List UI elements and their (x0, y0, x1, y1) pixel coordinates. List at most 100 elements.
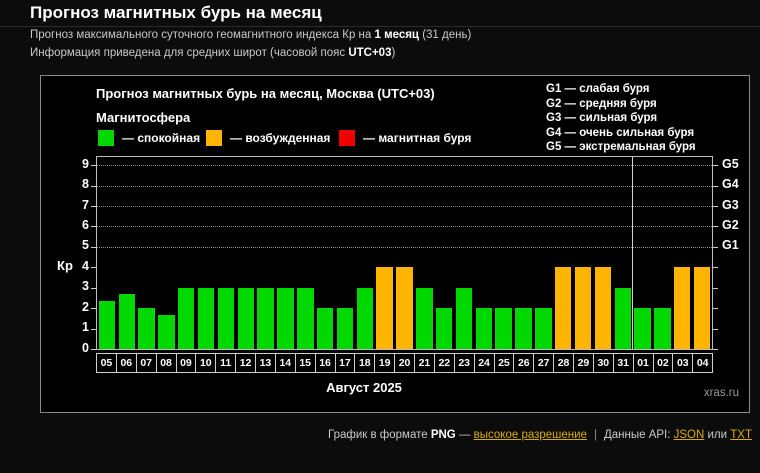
kp-bar (277, 287, 294, 349)
day-cell: 28 (553, 353, 574, 373)
kp-bar (197, 287, 215, 349)
gridline (97, 185, 712, 187)
day-cell: 24 (473, 353, 495, 373)
axis-tick (713, 328, 718, 330)
footer-text-bold: PNG (430, 429, 456, 441)
day-cell: 10 (195, 353, 217, 373)
kp-bar (693, 267, 711, 349)
kp-bar (316, 308, 334, 349)
y-tick-label: 9 (82, 156, 89, 171)
page-header: Прогноз магнитных бурь на месяц (0, 0, 760, 27)
day-cell: 29 (573, 353, 594, 373)
watermark: xras.ru (703, 387, 739, 399)
axis-tick (91, 328, 96, 330)
kp-bar (217, 287, 235, 349)
y-tick-label: 2 (82, 299, 89, 314)
legend-item: — спокойная (98, 130, 200, 146)
y-tick-label: 6 (82, 217, 89, 232)
kp-bar (297, 287, 314, 349)
footer-text: или (704, 429, 731, 441)
legend-color-swatch (98, 130, 114, 146)
kp-bar (554, 267, 572, 349)
kp-bar (237, 287, 254, 349)
subtitle-text: ) (391, 47, 396, 59)
chart-title: Прогноз магнитных бурь на месяц, Москва … (96, 86, 435, 101)
kp-bar (515, 308, 532, 349)
footer-separator: | (593, 429, 597, 441)
month-separator (631, 157, 634, 349)
g-level-label: G4 (722, 177, 739, 192)
axis-tick (91, 226, 96, 228)
day-cell: 23 (453, 353, 475, 373)
gridline (97, 226, 712, 228)
kp-bar (178, 287, 195, 349)
g-legend-line: G1 — слабая буря (546, 83, 650, 95)
day-cell: 12 (235, 353, 256, 373)
high-resolution-link[interactable]: высокое разрешение (473, 429, 587, 441)
day-cell: 25 (493, 353, 515, 373)
g-legend-line: G3 — сильная буря (546, 112, 658, 125)
txt-link[interactable]: TXT (730, 429, 752, 441)
day-cell: 15 (294, 353, 316, 373)
kp-bar (614, 287, 631, 349)
y-axis-label: Кр (57, 258, 73, 273)
y-tick-label: 5 (82, 238, 89, 253)
magnetosphere-legend: — спокойная — возбужденная — магнитная бур… (98, 130, 548, 147)
day-cell: 30 (592, 353, 614, 373)
subtitle-text: Информация приведена для средних широт (… (30, 47, 349, 59)
forecast-chart-panel: Прогноз магнитных бурь на месяц, Москва … (40, 75, 750, 413)
y-tick-label: 8 (82, 177, 89, 192)
axis-tick (91, 165, 96, 167)
gridline (97, 206, 712, 208)
kp-bar (257, 287, 274, 349)
axis-tick (713, 206, 718, 208)
day-cell: 17 (334, 353, 356, 373)
kp-bar (138, 308, 155, 349)
subtitle-latitudes: Информация приведена для средних широт (… (30, 47, 395, 59)
day-axis: 05 06 07 08 09 10 11 12 13 14 15 16 17 18 19 20 21 22 23 24… (96, 353, 714, 373)
kp-bar (535, 308, 552, 349)
footer-text: График в формате (328, 429, 431, 441)
axis-tick (713, 246, 718, 248)
legend-item: — возбужденная (206, 130, 330, 146)
gridline (97, 165, 712, 167)
axis-tick (91, 185, 96, 187)
axis-tick (713, 287, 718, 289)
footer-text: — (455, 429, 474, 441)
legend-item: — магнитная буря (339, 130, 471, 146)
y-tick-label: 1 (82, 320, 89, 335)
axis-tick (91, 287, 96, 289)
axis-tick (91, 206, 96, 208)
legend-title: Магнитосфера (96, 110, 191, 125)
kp-bar (634, 308, 651, 349)
kp-bar (416, 287, 433, 349)
kp-bar (356, 287, 374, 349)
day-cell: 14 (274, 353, 296, 373)
day-cell: 31 (612, 353, 634, 373)
kp-bar (376, 267, 393, 349)
kp-bar (118, 294, 135, 349)
axis-tick (91, 308, 96, 310)
day-cell: 02 (652, 353, 674, 373)
kp-bar-plot (96, 156, 713, 350)
axis-tick (713, 308, 718, 310)
axis-tick (713, 226, 718, 228)
kp-bar (495, 308, 512, 349)
kp-bar (654, 308, 671, 349)
axis-tick (713, 349, 718, 350)
day-cell: 21 (414, 353, 435, 373)
subtitle-bold: 1 месяц (374, 29, 420, 41)
axis-tick (91, 267, 96, 269)
day-cell: 18 (354, 353, 376, 373)
day-cell: 22 (433, 353, 455, 373)
kp-bar (98, 301, 116, 349)
y-tick-label: 4 (82, 258, 89, 273)
subtitle-text: Прогноз максимального суточного геомагни… (30, 29, 375, 41)
legend-color-swatch (339, 130, 355, 146)
g-level-label: G1 (722, 238, 739, 253)
day-cell: 01 (632, 353, 654, 373)
day-cell: 11 (215, 353, 237, 373)
g-level-label: G3 (722, 197, 739, 212)
day-cell: 06 (115, 353, 137, 373)
json-link[interactable]: JSON (673, 429, 705, 441)
